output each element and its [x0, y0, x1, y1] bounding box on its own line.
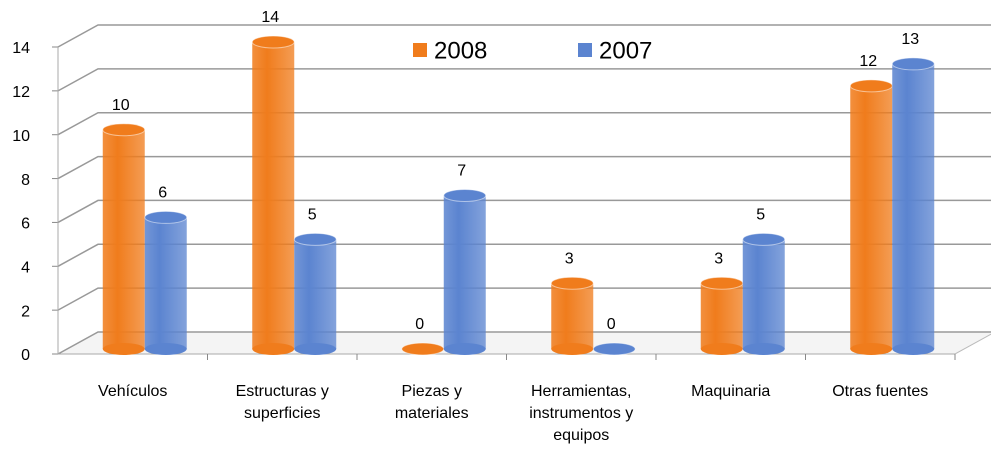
- bar: [742, 232, 786, 355]
- legend-swatch: [413, 43, 427, 57]
- y-tick-label: 8: [21, 172, 30, 189]
- bar-top: [443, 189, 487, 202]
- x-tick-label: Otras fuentes: [832, 383, 929, 400]
- bar: [849, 79, 893, 355]
- value-label: 14: [261, 9, 279, 26]
- bar-body: [551, 283, 594, 349]
- bar-top: [144, 210, 188, 224]
- value-label: 7: [457, 163, 466, 180]
- bar-body: [742, 239, 785, 349]
- value-label: 12: [859, 53, 877, 70]
- bar-body: [102, 129, 145, 349]
- bar-top: [592, 342, 636, 356]
- grid-line: [57, 155, 991, 180]
- bar-body: [252, 42, 295, 349]
- bar-top: [293, 232, 337, 246]
- bar: [293, 232, 337, 355]
- bar-body: [443, 195, 486, 349]
- bar: [700, 276, 744, 355]
- legend-swatch: [578, 43, 592, 57]
- grid-line: [57, 199, 991, 224]
- value-label: 3: [565, 250, 574, 267]
- bar-top: [891, 57, 935, 71]
- grid-line: [57, 287, 991, 311]
- y-tick-label: 12: [12, 84, 30, 101]
- bar: [401, 342, 445, 356]
- value-label: 10: [112, 97, 130, 114]
- y-tick-label: 4: [21, 260, 30, 277]
- bar-body: [294, 239, 337, 349]
- grid-line: [57, 331, 991, 355]
- value-label: 0: [607, 316, 616, 333]
- bar: [592, 342, 636, 356]
- y-tick-label: 2: [21, 303, 30, 320]
- bar-top: [102, 123, 146, 137]
- value-label: 0: [415, 316, 424, 333]
- bar: [443, 189, 487, 355]
- bar: [102, 123, 146, 355]
- bar: [251, 35, 295, 355]
- bar-top: [849, 79, 893, 93]
- bar: [550, 276, 594, 355]
- bar-body: [850, 85, 893, 349]
- x-tick-label: Herramientas, instrumentos y equipos: [529, 383, 634, 444]
- legend-label: 2007: [599, 37, 652, 64]
- y-tick-label: 10: [12, 128, 30, 145]
- bar-top: [700, 276, 744, 290]
- x-tick-label: Piezas y materiales: [394, 383, 469, 422]
- grid-line: [57, 24, 991, 48]
- bar: [891, 57, 935, 355]
- x-tick-label: Estructuras y superficies: [235, 383, 329, 422]
- x-tick-label: Vehículos: [98, 383, 168, 400]
- grid-line: [57, 111, 991, 136]
- bar-top: [550, 276, 594, 290]
- value-label: 13: [901, 31, 919, 48]
- legend-label: 2008: [434, 37, 487, 64]
- bar-top: [251, 35, 295, 49]
- value-label: 5: [308, 207, 317, 224]
- bar-top: [401, 342, 445, 356]
- y-tick-label: 6: [21, 216, 30, 233]
- bar-body: [892, 63, 935, 350]
- y-tick-label: 14: [12, 40, 30, 57]
- x-tick-label: Maquinaria: [691, 383, 771, 400]
- grid-line: [57, 243, 991, 267]
- bar: [144, 210, 188, 355]
- bar-body: [700, 283, 743, 349]
- y-tick-label: 0: [21, 347, 30, 364]
- bar-top: [742, 232, 786, 246]
- bar-body: [144, 217, 187, 349]
- value-label: 3: [714, 250, 723, 267]
- value-label: 6: [158, 185, 167, 202]
- value-label: 5: [756, 207, 765, 224]
- grid-line: [57, 68, 991, 92]
